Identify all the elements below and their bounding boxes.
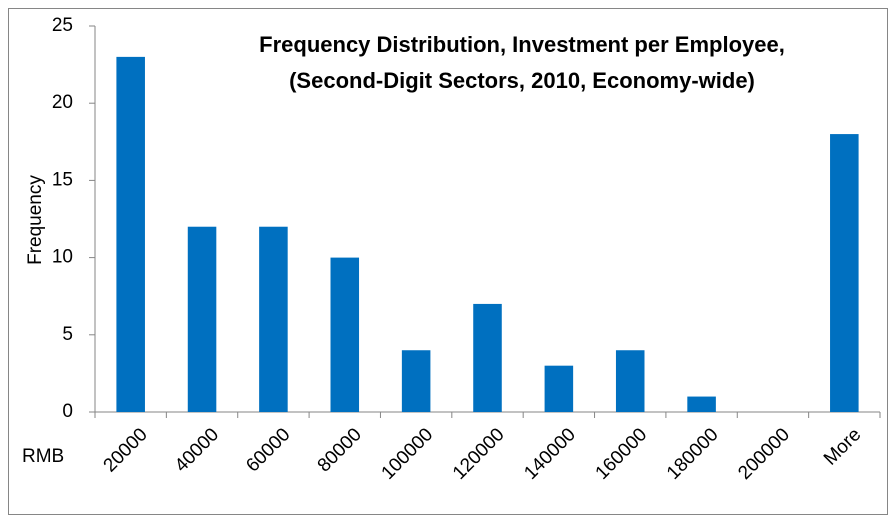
bar: [687, 396, 716, 412]
y-tick-label: 10: [52, 247, 73, 268]
y-tick-label: 15: [52, 169, 73, 190]
y-axis-label: Frequency: [25, 175, 46, 265]
bar: [116, 56, 145, 412]
bar: [615, 350, 645, 412]
x-axis-label: RMB: [22, 446, 64, 467]
y-tick-label: 5: [62, 324, 73, 345]
bar: [187, 226, 217, 412]
y-tick-label: 20: [52, 92, 73, 113]
y-tick-label: 0: [62, 401, 73, 422]
bar: [544, 365, 574, 412]
chart-title: Frequency Distribution, Investment per E…: [259, 32, 785, 57]
bar: [830, 134, 859, 412]
bar: [473, 303, 502, 412]
bar: [401, 350, 431, 412]
y-tick-label: 25: [52, 15, 73, 36]
bar: [259, 226, 288, 412]
chart-border: [8, 8, 888, 515]
chart-title: (Second-Digit Sectors, 2010, Economy-wid…: [289, 68, 755, 93]
bar: [330, 257, 360, 412]
